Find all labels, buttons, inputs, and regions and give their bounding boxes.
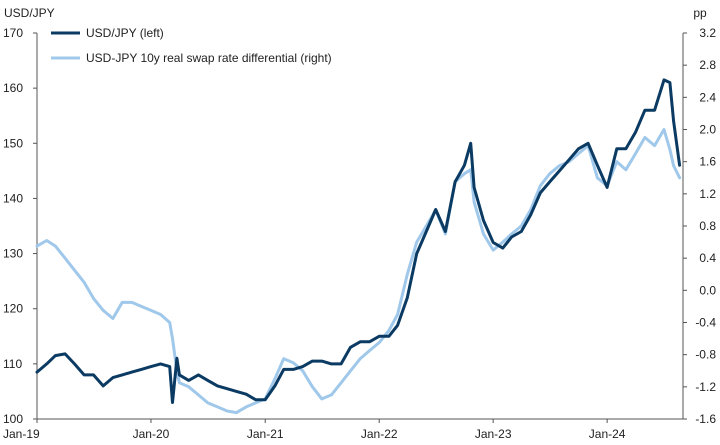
right-y-tick-label: -0.8 [695,348,716,362]
right-y-tick-label: 2.0 [699,123,716,137]
series-line-swap-differential [35,128,682,415]
right-y-tick-label: 2.4 [699,90,716,104]
right-y-tick-label: 3.2 [699,26,716,40]
x-tick-label: Jan-19 [3,427,40,441]
x-tick-label: Jan-24 [589,427,626,441]
x-tick-label: Jan-23 [475,427,512,441]
right-y-tick-label: -1.2 [695,380,716,394]
legend: USD/JPY (left) USD-JPY 10y real swap rat… [51,26,332,65]
left-y-tick-label: 160 [3,81,23,95]
right-y-tick-label: 1.6 [699,155,716,169]
x-tick-label: Jan-22 [361,427,398,441]
left-y-tick-label: 140 [3,191,23,205]
series-line-usdjpy [35,78,682,404]
legend-label-swap-differential: USD-JPY 10y real swap rate differential … [86,51,332,65]
series-layer [35,78,682,415]
right-y-tick-label: -0.4 [695,316,716,330]
left-y-tick-label: 110 [3,357,22,371]
x-tick-label: Jan-20 [133,427,170,441]
left-y-tick-label: 170 [3,26,23,40]
right-axis-title: pp [693,6,707,20]
right-y-tick-label: 2.8 [699,58,716,72]
left-y-tick-label: 130 [3,247,23,261]
right-y-tick-label: 0.8 [699,219,716,233]
right-y-ticks: -1.6 -1.2 -0.8 -0.4 0.0 0.4 0.8 1.2 1.6 2.0 2.4 2.8… [683,26,716,426]
x-tick-label: Jan-21 [247,427,284,441]
right-y-tick-label: 0.4 [699,251,716,265]
right-y-tick-label: 0.0 [699,283,716,297]
right-y-tick-label: 1.2 [699,187,716,201]
left-axis-title: USD/JPY [4,6,55,20]
left-y-ticks: 100 110 120 130 140 150 160 170 [3,26,37,426]
right-y-tick-label: -1.6 [695,412,716,426]
left-y-tick-label: 120 [3,302,23,316]
left-y-tick-label: 100 [3,412,23,426]
x-ticks: Jan-19 Jan-20 Jan-21 Jan-22 Jan-23 Jan-24 [3,419,626,441]
left-y-tick-label: 150 [3,136,23,150]
legend-label-usdjpy: USD/JPY (left) [86,26,164,40]
